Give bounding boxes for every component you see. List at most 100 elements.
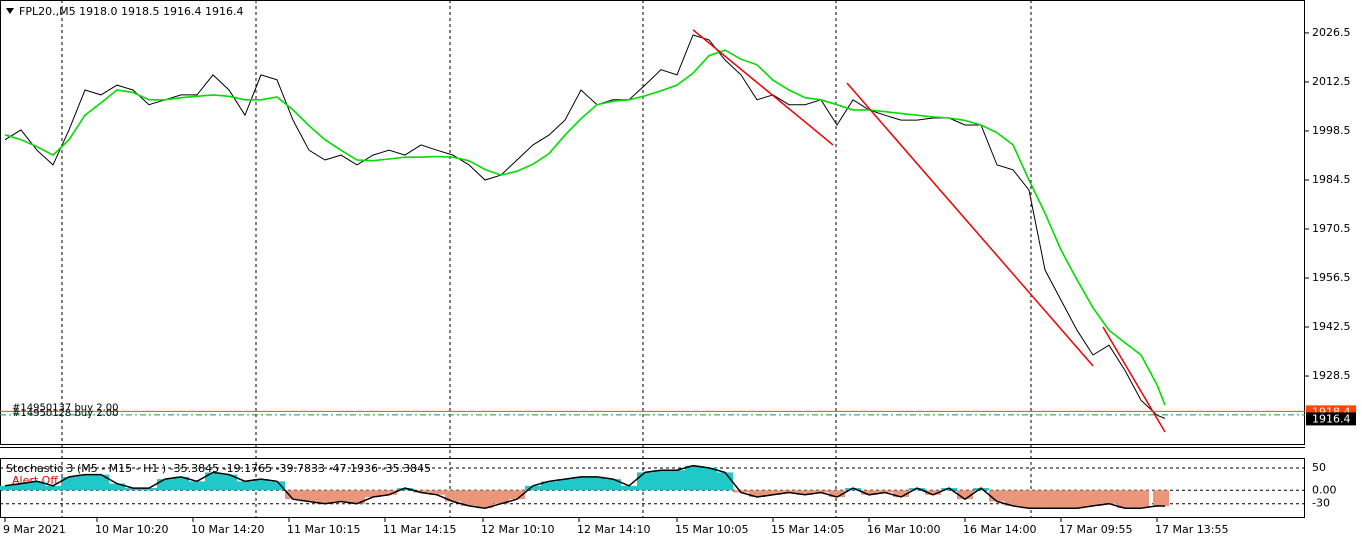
x-tick-label: 12 Mar 10:10 [481, 523, 554, 536]
histogram-bar [173, 476, 189, 491]
y-tick-label: 2026.5 [1312, 26, 1351, 39]
x-tick-label: 17 Mar 13:55 [1155, 523, 1228, 536]
histogram-bar [141, 488, 157, 491]
x-tick-label: 15 Mar 10:05 [675, 523, 748, 536]
order-label: #14950128 buy 2.00 [12, 408, 119, 419]
histogram-bar [749, 490, 765, 497]
histogram-bar [477, 490, 493, 509]
histogram-bar [1133, 490, 1149, 509]
histogram-bar [413, 490, 429, 493]
y-tick-label: 1956.5 [1312, 271, 1351, 284]
y-tick-label: 1970.5 [1312, 222, 1351, 235]
histogram-bar [237, 481, 253, 491]
trendline [1102, 326, 1166, 433]
histogram-bar [509, 490, 525, 500]
histogram-bar [893, 490, 909, 497]
price-box [1306, 412, 1356, 426]
y-tick-label: 1942.5 [1312, 320, 1351, 333]
histogram-bar [1021, 490, 1037, 509]
menu-arrow[interactable] [6, 8, 14, 14]
y-tick-label: 50 [1312, 461, 1326, 474]
histogram-bar [93, 474, 109, 491]
histogram-bar [77, 474, 93, 491]
trendline [846, 82, 1094, 367]
x-tick-label: 11 Mar 14:15 [383, 523, 456, 536]
histogram-bar [941, 488, 957, 491]
x-tick-label: 17 Mar 09:55 [1059, 523, 1132, 536]
x-tick-label: 10 Mar 14:20 [191, 523, 264, 536]
histogram-bar [1069, 490, 1085, 509]
histogram-bar [45, 485, 61, 491]
histogram-bar [1037, 490, 1053, 509]
indicator-line [4, 464, 1166, 509]
histogram-bar [669, 470, 685, 491]
histogram-bar [957, 490, 973, 500]
x-tick-label: 11 Mar 10:15 [287, 523, 360, 536]
chart-title: FPL20.,M5 1918.0 1918.5 1916.4 1916.4 [19, 5, 244, 18]
histogram-bar [845, 488, 861, 491]
histogram-bar [573, 476, 589, 491]
histogram-bar [717, 472, 733, 491]
histogram-bar [973, 488, 989, 491]
indicator-title: Stochastic 3 (M5 - M15 - H1 ) -35.3845 -… [6, 462, 431, 475]
histogram-bar [61, 476, 77, 491]
x-tick-label: 16 Mar 14:00 [963, 523, 1036, 536]
y-tick-label: -30 [1312, 497, 1330, 510]
histogram-bar [189, 481, 205, 491]
histogram-bar [541, 481, 557, 491]
histogram-bar [13, 483, 29, 491]
histogram-bar [861, 490, 877, 495]
y-tick-label: 1928.5 [1312, 369, 1351, 382]
y-tick-label: 1998.5 [1312, 124, 1351, 137]
histogram-bar [781, 490, 797, 493]
histogram-bar [637, 472, 653, 491]
histogram-bar [269, 481, 285, 491]
histogram-bar [1117, 490, 1133, 509]
histogram-bar [365, 490, 381, 497]
histogram-bar [813, 490, 829, 493]
histogram-bar [621, 485, 637, 491]
histogram-bar [381, 490, 397, 495]
histogram-bar [989, 490, 1005, 502]
histogram-bar [125, 488, 141, 491]
price-box-label: 1916.4 [1312, 412, 1351, 425]
histogram-bar [349, 490, 365, 504]
y-tick-label: 1984.5 [1312, 173, 1351, 186]
histogram-bar [333, 490, 349, 502]
histogram-bar [653, 470, 669, 491]
histogram-bar [765, 490, 781, 495]
histogram-bar [1101, 490, 1117, 504]
histogram-bar [221, 474, 237, 491]
x-tick-label: 12 Mar 14:10 [577, 523, 650, 536]
x-tick-label: 16 Mar 10:00 [867, 523, 940, 536]
histogram-bar [253, 479, 269, 491]
price-line [4, 49, 1166, 406]
histogram-bar [589, 476, 605, 491]
histogram-bar [1161, 490, 1169, 507]
histogram-bar [1053, 490, 1069, 509]
histogram-bar [397, 488, 413, 491]
x-tick-label: 9 Mar 2021 [3, 523, 66, 536]
histogram-bar [461, 490, 477, 506]
histogram-bar [525, 485, 541, 491]
histogram-bar [1085, 490, 1101, 506]
y-tick-label: 2012.5 [1312, 75, 1351, 88]
histogram-bar [301, 490, 317, 502]
histogram-bar [605, 479, 621, 491]
histogram-bar [1005, 490, 1021, 506]
main-panel-border [0, 0, 1305, 445]
histogram-bar [445, 490, 461, 502]
histogram-bar [925, 490, 941, 495]
order-label: #14950137 buy 2.00 [12, 402, 119, 413]
histogram-bar [109, 483, 125, 491]
histogram-bar [1153, 490, 1161, 506]
histogram-bar [493, 490, 509, 504]
histogram-bar [829, 490, 845, 497]
histogram-bar [29, 481, 45, 491]
histogram-bar [557, 479, 573, 491]
histogram-bar [0, 485, 13, 491]
y-tick-label: 0.00 [1312, 483, 1337, 496]
histogram-bar [685, 465, 701, 491]
